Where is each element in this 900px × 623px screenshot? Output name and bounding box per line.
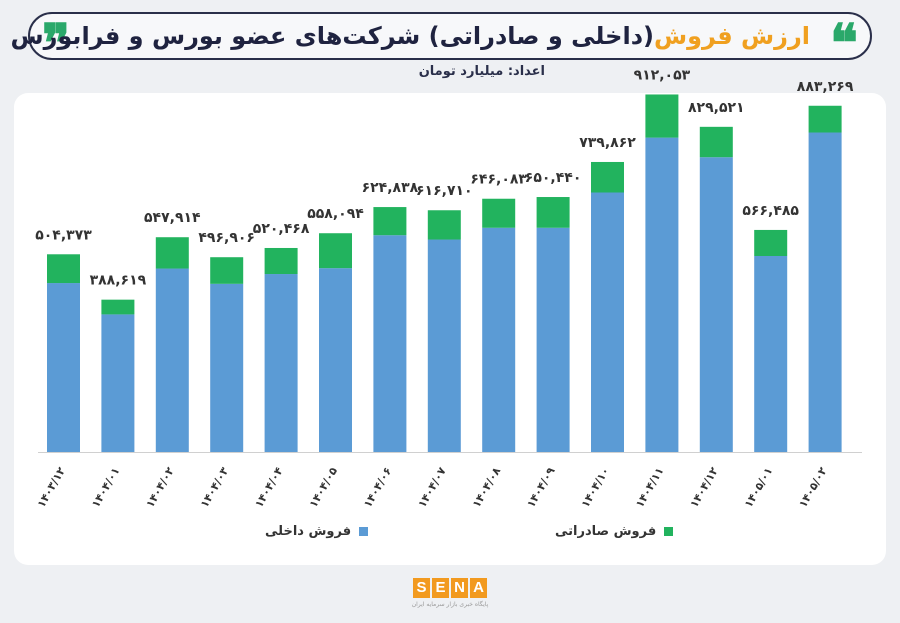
quote-open-icon: ❞ xyxy=(42,13,70,74)
data-label: ۶۴۶,۰۸۳ xyxy=(470,172,527,188)
sena-logo: S E N A پایگاه خبری بازار سرمایه ایران xyxy=(410,578,490,616)
legend-domestic-label: فروش داخلی xyxy=(265,524,352,539)
bar-domestic xyxy=(101,314,135,452)
data-label: ۶۵۰,۴۴۰ xyxy=(525,170,582,186)
data-label: ۸۲۹,۵۲۱ xyxy=(688,100,745,116)
logo-letter: A xyxy=(470,578,487,598)
bar-export xyxy=(373,207,407,236)
bar-domestic xyxy=(754,256,788,452)
x-tick-label: ۱۴۰۴/۰۶ xyxy=(361,465,394,510)
data-label: ۷۳۹,۸۶۲ xyxy=(579,135,636,151)
x-tick-label: ۱۴۰۴/۰۲ xyxy=(143,465,177,510)
legend-export-label: فروش صادراتی xyxy=(555,524,657,539)
x-tick-label: ۱۴۰۴/۱۲ xyxy=(687,465,721,510)
data-label: ۵۰۴,۳۷۳ xyxy=(35,227,92,243)
bar-domestic xyxy=(373,235,407,452)
legend-export: فروش صادراتی xyxy=(555,524,674,539)
bar-domestic xyxy=(591,192,624,452)
legend-export-swatch xyxy=(664,527,674,536)
bar-export xyxy=(536,197,570,228)
bar-domestic xyxy=(427,239,461,452)
x-tick-label: ۱۴۰۴/۱۱ xyxy=(633,465,666,510)
bar-export xyxy=(808,105,842,133)
data-label: ۸۸۳,۲۶۹ xyxy=(797,79,854,95)
bar-export xyxy=(427,210,461,240)
bar-domestic xyxy=(645,137,679,452)
legend-domestic: فروش داخلی xyxy=(265,524,369,539)
legend-domestic-swatch xyxy=(359,527,369,536)
logo-letter: S xyxy=(413,578,430,598)
data-label: ۵۵۸,۰۹۴ xyxy=(307,206,364,222)
bar-export xyxy=(591,161,624,193)
title-frame xyxy=(28,12,872,60)
bar-domestic xyxy=(319,268,352,452)
bar-export xyxy=(47,254,80,284)
title-rest: (داخلی و صادراتی) شرکت‌های عضو بورس و فر… xyxy=(10,22,654,50)
data-label: ۳۸۸,۶۱۹ xyxy=(90,273,147,289)
x-tick-label: ۱۴۰۴/۱۰ xyxy=(579,465,612,510)
bar-domestic xyxy=(699,157,733,452)
data-label: ۴۹۶,۹۰۶ xyxy=(198,230,255,246)
x-tick-label: ۱۴۰۴/۰۳ xyxy=(198,465,232,510)
data-label: ۵۲۰,۴۶۸ xyxy=(253,221,310,237)
bar-export xyxy=(319,233,352,269)
x-tick-label: ۱۴۰۴/۰۸ xyxy=(470,465,504,510)
bar-export xyxy=(210,257,244,284)
bar-domestic xyxy=(47,283,80,452)
quote-close-icon: ❝ xyxy=(830,13,858,74)
data-label: ۶۱۶,۷۱۰ xyxy=(416,183,473,199)
bar-domestic xyxy=(264,274,298,452)
bar-export xyxy=(699,126,733,158)
x-tick-label: ۱۴۰۴/۰۹ xyxy=(524,465,558,510)
bar-domestic xyxy=(536,227,570,452)
logo-letter: E xyxy=(432,578,449,598)
x-tick-label: ۱۴۰۵/۰۲ xyxy=(796,465,830,510)
bar-export xyxy=(482,198,516,228)
logo-letter: N xyxy=(451,578,468,598)
x-tick-label: ۱۴۰۴/۰۱ xyxy=(89,465,122,510)
bar-domestic xyxy=(155,268,189,452)
x-tick-label: ۱۴۰۴/۰۴ xyxy=(252,465,286,510)
bar-domestic xyxy=(482,227,516,452)
bar-export xyxy=(645,94,679,138)
logo-tagline: پایگاه خبری بازار سرمایه ایران xyxy=(411,601,489,608)
bar-domestic xyxy=(808,132,842,452)
x-tick-label: ۱۴۰۵/۰۱ xyxy=(742,465,775,510)
bar-domestic xyxy=(210,283,244,452)
data-label: ۵۴۷,۹۱۴ xyxy=(144,210,201,226)
data-label: ۵۶۶,۴۸۵ xyxy=(742,203,799,219)
x-tick-label: ۱۴۰۴/۰۵ xyxy=(307,465,341,510)
x-tick-label: ۱۴۰۳/۱۲ xyxy=(35,465,69,510)
title-accent: ارزش فروش xyxy=(653,22,810,50)
chart-subtitle: اعداد: میلیارد تومان xyxy=(418,64,545,79)
bar-export xyxy=(754,229,788,256)
data-label: ۶۲۴,۸۳۸ xyxy=(362,180,419,196)
bar-export xyxy=(155,237,189,269)
bar-export xyxy=(264,247,298,275)
data-label: ۹۱۲,۰۵۳ xyxy=(634,67,691,83)
chart-title: ارزش فروش(داخلی و صادراتی) شرکت‌های عضو … xyxy=(10,22,810,50)
x-tick-label: ۱۴۰۴/۰۷ xyxy=(415,465,449,510)
bar-export xyxy=(101,299,135,315)
